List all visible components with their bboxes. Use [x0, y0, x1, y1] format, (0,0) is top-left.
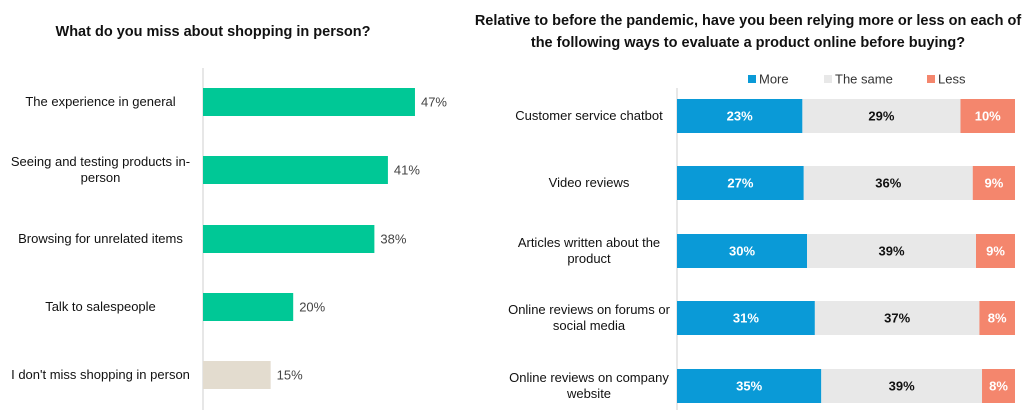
category-label: The experience in general [25, 94, 176, 109]
value-label: 10% [975, 108, 1001, 123]
value-label: 8% [989, 378, 1008, 393]
bar-segment [807, 234, 976, 268]
chart-title: Relative to before the pandemic, have yo… [474, 13, 1022, 51]
legend-label: More [759, 71, 789, 86]
bar-segment [821, 369, 983, 403]
value-label: 20% [299, 299, 325, 314]
bar [203, 293, 294, 321]
bar-segment [677, 166, 804, 200]
bar-segment [972, 166, 1015, 200]
legend-swatch [824, 75, 832, 83]
bar-segment [803, 166, 973, 200]
bar-segment [677, 234, 807, 268]
category-label: Talk to salespeople [45, 299, 156, 314]
value-label: 36% [875, 175, 901, 190]
category-label: Online reviews on company website [509, 370, 669, 401]
bar [203, 225, 375, 253]
value-label: 15% [277, 367, 303, 382]
value-label: 31% [733, 310, 759, 325]
category-label: Seeing and testing products in-person [10, 154, 191, 185]
category-label: Articles written about the product [517, 235, 661, 266]
bar-segment [982, 369, 1015, 403]
value-label: 35% [736, 378, 762, 393]
value-label: 9% [984, 175, 1003, 190]
category-label: Video reviews [548, 175, 630, 190]
bar-segment [814, 301, 980, 335]
bar-segment [677, 99, 803, 133]
bar-segment [960, 99, 1015, 133]
value-label: 29% [868, 108, 894, 123]
category-label: I don't miss shopping in person [11, 367, 190, 382]
bar [203, 156, 388, 184]
value-label: 30% [729, 243, 755, 258]
bar-segment [802, 99, 961, 133]
value-label: 27% [727, 175, 753, 190]
chart-title: What do you miss about shopping in perso… [55, 24, 371, 40]
bar-segment [677, 301, 815, 335]
category-label: Customer service chatbot [515, 108, 663, 123]
legend-swatch [927, 75, 935, 83]
value-label: 39% [889, 378, 915, 393]
legend-swatch [748, 75, 756, 83]
bar-segment [976, 234, 1015, 268]
bar-segment [979, 301, 1015, 335]
value-label: 37% [884, 310, 910, 325]
value-label: 23% [727, 108, 753, 123]
category-label: Online reviews on forums or social media [508, 302, 670, 333]
bar [203, 361, 271, 389]
value-label: 38% [380, 231, 406, 246]
value-label: 8% [988, 310, 1007, 325]
bar [203, 88, 415, 116]
value-label: 9% [986, 243, 1005, 258]
bar-segment [677, 369, 822, 403]
category-label: Browsing for unrelated items [18, 231, 183, 246]
legend-label: The same [835, 71, 893, 86]
value-label: 47% [421, 94, 447, 109]
legend-label: Less [938, 71, 966, 86]
value-label: 39% [878, 243, 904, 258]
value-label: 41% [394, 162, 420, 177]
